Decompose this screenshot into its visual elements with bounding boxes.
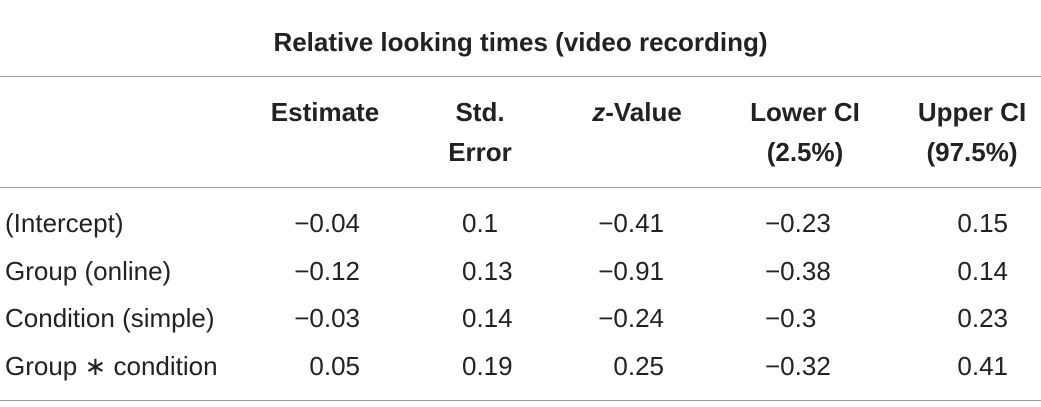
row-label: Group (online)	[5, 255, 172, 286]
rule	[0, 187, 1041, 188]
cell-value: 0.23	[957, 303, 1008, 333]
column-header: Lower CI	[750, 97, 860, 127]
cell-value: −0.12	[294, 255, 360, 286]
cell-value: 0.25	[613, 350, 664, 381]
cell-value: 0.13	[462, 255, 513, 286]
row-label: Condition (simple)	[5, 303, 215, 333]
row-label: Group ∗ condition	[5, 350, 218, 381]
cell-value: −0.38	[765, 255, 831, 286]
column-header: (2.5%)	[766, 137, 844, 167]
cell-value: −0.3	[765, 303, 817, 333]
header-part: -Value	[605, 97, 682, 127]
column-header: Error	[448, 137, 512, 167]
cell-value: −0.91	[598, 255, 664, 286]
column-header: (97.5%)	[926, 137, 1018, 167]
table-title: Relative looking times (video recording)	[273, 27, 768, 57]
column-header: z-Value	[537, 92, 737, 132]
cell-value: 0.14	[462, 303, 513, 333]
italic-part: z	[592, 97, 606, 127]
rule	[0, 400, 1041, 401]
row-label: (Intercept)	[5, 208, 124, 238]
column-header: Estimate	[270, 97, 380, 127]
cell-value: −0.23	[765, 208, 831, 238]
cell-value: 0.14	[957, 255, 1008, 286]
cell-value: 0.15	[957, 208, 1008, 238]
cell-value: −0.03	[294, 303, 360, 333]
column-header: Std.	[455, 97, 505, 127]
cell-value: −0.24	[598, 303, 664, 333]
cell-value: 0.1	[462, 208, 499, 238]
cell-value: −0.04	[294, 208, 360, 238]
column-header: Upper CI	[917, 97, 1027, 127]
rule	[0, 76, 1041, 77]
cell-value: −0.41	[598, 208, 664, 238]
cell-value: 0.19	[462, 350, 513, 381]
cell-value: −0.32	[765, 350, 831, 381]
cell-value: 0.05	[309, 350, 360, 381]
cell-value: 0.41	[957, 350, 1008, 381]
